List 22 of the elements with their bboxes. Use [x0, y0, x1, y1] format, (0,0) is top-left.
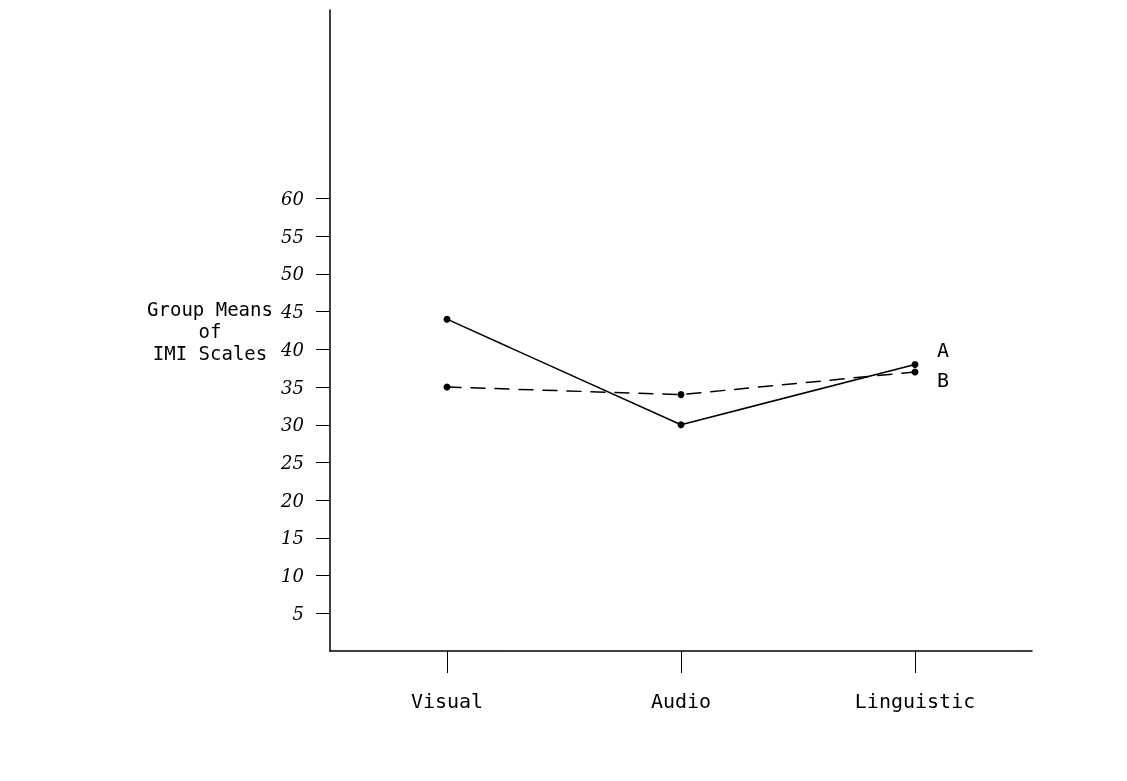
y-tick-label: 30: [281, 414, 304, 436]
point: [677, 391, 685, 399]
y-tick-label: 45: [280, 301, 304, 323]
point: [911, 360, 919, 368]
series-label: A: [937, 338, 950, 363]
series-label: B: [937, 367, 950, 392]
y-tick-label: 60: [281, 188, 304, 210]
x-tick-label: Linguistic: [854, 689, 976, 713]
x-tick-label: Visual: [410, 689, 484, 713]
y-tick-label: 15: [281, 527, 304, 549]
y-tick-label: 40: [280, 338, 304, 360]
y-tick-label: 5: [292, 602, 304, 624]
y-tick-label: 55: [281, 225, 304, 247]
point: [677, 421, 685, 429]
x-tick-label: Audio: [650, 689, 712, 713]
y-tick-label: 25: [280, 451, 304, 473]
y-tick-label: 10: [281, 565, 304, 587]
y-axis-title: Group Means of IMI Scales: [147, 297, 273, 364]
y-tick-label: 20: [280, 489, 304, 511]
y-tick-label: 50: [281, 263, 304, 285]
point: [443, 315, 451, 323]
y-tick-label: 35: [281, 376, 304, 398]
